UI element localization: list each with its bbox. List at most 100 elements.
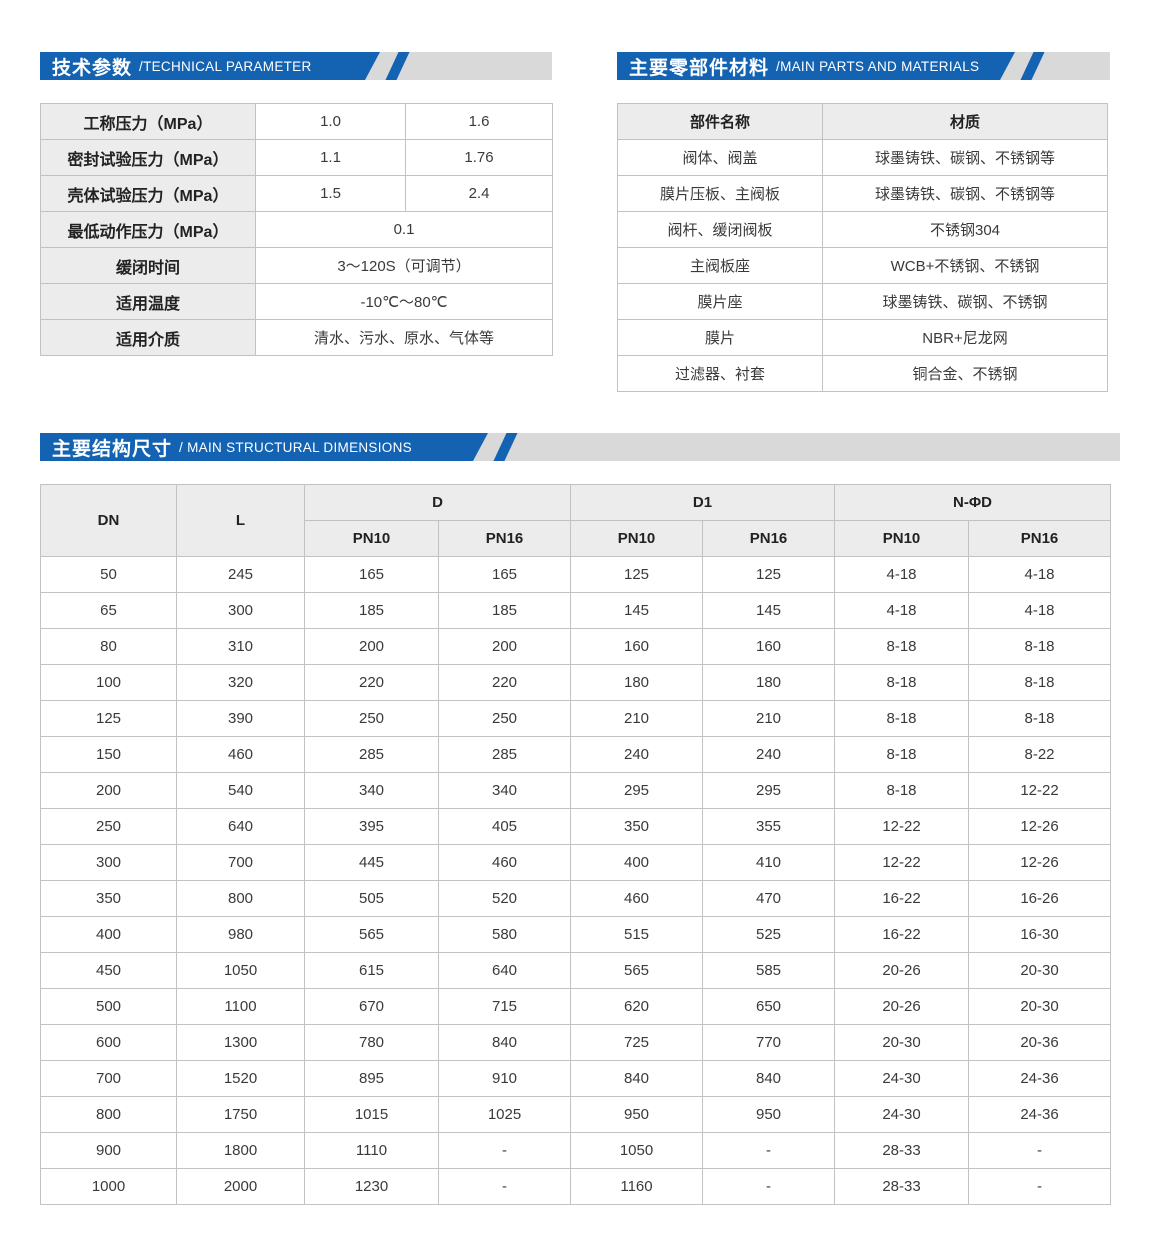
dimensions-row: 200 540 340 340 295 295 8-18 12-22 — [40, 772, 1112, 809]
dim-d-pn10: 565 — [304, 916, 439, 953]
dim-d1-pn10: 950 — [570, 1096, 703, 1133]
technical-parameter-table: 工称压力（MPa） 1.0 1.6 密封试验压力（MPa） 1.1 1.76 壳体试验压力（… — [40, 103, 553, 356]
dim-nphid-pn16: 24-36 — [967, 1060, 1112, 1097]
dim-d1-pn16: 525 — [702, 916, 835, 953]
dim-d-pn16: 640 — [438, 952, 571, 989]
technical-row: 适用介质 清水、污水、原水、气体等 — [40, 319, 553, 356]
dim-d1-pn10: 240 — [570, 736, 703, 773]
dim-d-pn10: 505 — [304, 880, 439, 917]
dim-l: 320 — [176, 664, 305, 701]
dimensions-table: DN L D D1 N-ΦD PN10 PN16 PN10 PN16 PN10 … — [40, 484, 1112, 1205]
dim-dn: 700 — [40, 1060, 177, 1097]
dim-d-pn16: 580 — [438, 916, 571, 953]
dim-d1-pn16: 210 — [702, 700, 835, 737]
dimensions-banner-tail — [493, 433, 518, 461]
dimensions-row: 100 320 220 220 180 180 8-18 8-18 — [40, 664, 1112, 701]
dim-dn: 200 — [40, 772, 177, 809]
dimensions-subheader-pn: PN10 — [304, 520, 439, 557]
dim-nphid-pn10: 28-33 — [834, 1168, 969, 1205]
technical-param-label: 最低动作压力（MPa） — [40, 211, 256, 248]
materials-material: 铜合金、不锈钢 — [822, 355, 1108, 392]
dim-nphid-pn16: - — [967, 1168, 1112, 1205]
dim-nphid-pn16: 24-36 — [967, 1096, 1112, 1133]
dimensions-subheader-pn: PN16 — [438, 520, 571, 557]
technical-param-label: 缓闭时间 — [40, 247, 256, 284]
dim-d1-pn10: 295 — [570, 772, 703, 809]
dim-nphid-pn10: 24-30 — [834, 1060, 969, 1097]
dim-dn: 150 — [40, 736, 177, 773]
dim-nphid-pn16: 8-18 — [967, 628, 1112, 665]
dim-d1-pn10: 620 — [570, 988, 703, 1025]
dim-d1-pn10: 1050 — [570, 1132, 703, 1169]
dimensions-row: 300 700 445 460 400 410 12-22 12-26 — [40, 844, 1112, 881]
technical-param-label: 密封试验压力（MPa） — [40, 139, 256, 176]
dim-l: 390 — [176, 700, 305, 737]
dim-dn: 900 — [40, 1132, 177, 1169]
dim-nphid-pn16: 16-26 — [967, 880, 1112, 917]
dimensions-section: 主要结构尺寸 / MAIN STRUCTURAL DIMENSIONS DN L… — [40, 433, 1120, 1205]
dim-d-pn16: 250 — [438, 700, 571, 737]
dimensions-title-en: / MAIN STRUCTURAL DIMENSIONS — [179, 439, 412, 455]
dimensions-row: 125 390 250 250 210 210 8-18 8-18 — [40, 700, 1112, 737]
materials-part-name: 阀体、阀盖 — [617, 139, 823, 176]
dim-dn: 350 — [40, 880, 177, 917]
dimensions-row: 800 1750 1015 1025 950 950 24-30 24-36 — [40, 1096, 1112, 1133]
technical-param-value: 3～120S（可调节） — [255, 247, 553, 284]
dim-nphid-pn10: 20-30 — [834, 1024, 969, 1061]
dim-d-pn16: 220 — [438, 664, 571, 701]
dim-nphid-pn16: 20-30 — [967, 988, 1112, 1025]
dimensions-row: 400 980 565 580 515 525 16-22 16-30 — [40, 916, 1112, 953]
dim-dn: 100 — [40, 664, 177, 701]
materials-material: 球墨铸铁、碳钢、不锈钢等 — [822, 175, 1108, 212]
dim-d1-pn10: 565 — [570, 952, 703, 989]
dim-dn: 125 — [40, 700, 177, 737]
dim-dn: 800 — [40, 1096, 177, 1133]
dim-nphid-pn10: 16-22 — [834, 880, 969, 917]
dimensions-row: 150 460 285 285 240 240 8-18 8-22 — [40, 736, 1112, 773]
dim-d1-pn16: 180 — [702, 664, 835, 701]
dim-nphid-pn16: 20-30 — [967, 952, 1112, 989]
technical-banner-strip: 技术参数 /TECHNICAL PARAMETER — [40, 52, 552, 80]
technical-param-value: -10℃～80℃ — [255, 283, 553, 320]
dim-nphid-pn10: 8-18 — [834, 628, 969, 665]
dim-d-pn16: 285 — [438, 736, 571, 773]
materials-material: 球墨铸铁、碳钢、不锈钢等 — [822, 139, 1108, 176]
dim-d-pn10: 445 — [304, 844, 439, 881]
dim-d-pn10: 1015 — [304, 1096, 439, 1133]
dim-dn: 250 — [40, 808, 177, 845]
dimensions-row: 50 245 165 165 125 125 4-18 4-18 — [40, 556, 1112, 593]
technical-row: 工称压力（MPa） 1.0 1.6 — [40, 103, 553, 140]
materials-row: 阀体、阀盖 球墨铸铁、碳钢、不锈钢等 — [617, 139, 1108, 176]
dim-d-pn16: 910 — [438, 1060, 571, 1097]
dim-d1-pn16: 355 — [702, 808, 835, 845]
dim-d1-pn10: 1160 — [570, 1168, 703, 1205]
dimensions-row: 80 310 200 200 160 160 8-18 8-18 — [40, 628, 1112, 665]
dim-d1-pn10: 210 — [570, 700, 703, 737]
materials-title-cn: 主要零部件材料 — [629, 57, 770, 79]
dim-nphid-pn10: 4-18 — [834, 592, 969, 629]
dim-l: 1100 — [176, 988, 305, 1025]
dimensions-group-header-row: DN L D D1 N-ΦD — [40, 484, 1112, 557]
top-sections-row: 技术参数 /TECHNICAL PARAMETER 工称压力（MPa） 1.0 1.… — [40, 52, 1110, 392]
dim-d-pn16: 185 — [438, 592, 571, 629]
dim-d-pn10: 670 — [304, 988, 439, 1025]
dim-nphid-pn16: 4-18 — [967, 556, 1112, 593]
dim-d-pn10: 1230 — [304, 1168, 439, 1205]
materials-part-name: 主阀板座 — [617, 247, 823, 284]
dim-d-pn10: 285 — [304, 736, 439, 773]
dim-dn: 450 — [40, 952, 177, 989]
dim-nphid-pn16: 12-22 — [967, 772, 1112, 809]
dim-nphid-pn16: 20-36 — [967, 1024, 1112, 1061]
dim-d1-pn16: 470 — [702, 880, 835, 917]
dim-l: 310 — [176, 628, 305, 665]
dim-l: 300 — [176, 592, 305, 629]
materials-section: 主要零部件材料 /MAIN PARTS AND MATERIALS 部件名称 材… — [617, 52, 1110, 392]
materials-header-part: 部件名称 — [617, 103, 823, 140]
materials-title-en: /MAIN PARTS AND MATERIALS — [776, 58, 980, 74]
dim-nphid-pn16: 4-18 — [967, 592, 1112, 629]
dimensions-subheader-pn: PN10 — [834, 520, 969, 557]
dim-nphid-pn10: 20-26 — [834, 988, 969, 1025]
technical-row: 密封试验压力（MPa） 1.1 1.76 — [40, 139, 553, 176]
dim-d1-pn16: - — [702, 1168, 835, 1205]
dim-d-pn16: 200 — [438, 628, 571, 665]
